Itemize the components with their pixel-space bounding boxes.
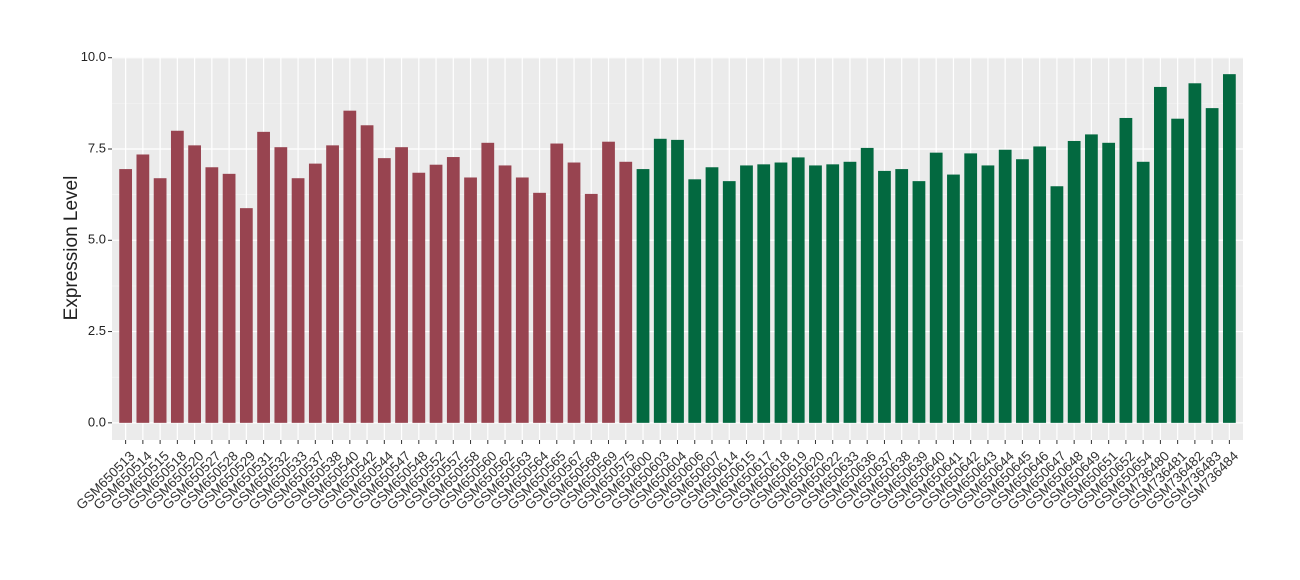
bar xyxy=(671,139,684,423)
bar xyxy=(1171,118,1185,423)
bar xyxy=(188,145,201,423)
bar xyxy=(533,192,546,423)
bar xyxy=(1188,83,1202,423)
bar xyxy=(843,161,857,423)
bar xyxy=(464,177,477,423)
bar xyxy=(1033,146,1047,423)
bar xyxy=(912,181,926,423)
bar xyxy=(550,143,564,423)
bar xyxy=(998,149,1012,423)
bar xyxy=(515,177,529,423)
bar xyxy=(1119,117,1133,423)
bar xyxy=(740,165,753,423)
bar xyxy=(1222,74,1236,423)
y-tick-label: 0.0 xyxy=(88,414,106,429)
bar xyxy=(1205,108,1219,423)
bar xyxy=(343,110,357,423)
bar xyxy=(274,147,288,423)
bar xyxy=(1067,140,1081,423)
bar xyxy=(636,169,650,423)
bar xyxy=(326,145,339,423)
bar xyxy=(722,181,736,423)
bar xyxy=(584,193,598,423)
bar xyxy=(1154,86,1167,423)
bar xyxy=(170,130,184,423)
bar xyxy=(619,161,633,423)
bar xyxy=(705,167,719,423)
bar xyxy=(446,157,460,423)
bar xyxy=(826,164,840,423)
bar xyxy=(291,178,305,423)
bar xyxy=(136,154,150,423)
bar xyxy=(119,169,133,423)
bar xyxy=(602,141,615,423)
bar xyxy=(153,178,167,423)
bar xyxy=(653,138,667,423)
bar xyxy=(481,142,495,423)
bar xyxy=(1136,161,1150,423)
bar xyxy=(498,165,512,423)
bar xyxy=(809,165,822,423)
bar xyxy=(774,162,788,423)
bar xyxy=(688,179,702,423)
bar xyxy=(257,131,270,423)
y-tick-label: 10.0 xyxy=(81,49,106,64)
bar xyxy=(895,169,909,423)
bar xyxy=(412,172,426,423)
bar xyxy=(222,173,236,423)
bar xyxy=(1050,186,1064,423)
bar xyxy=(757,164,771,423)
y-tick-label: 7.5 xyxy=(88,140,106,155)
bar xyxy=(878,170,891,423)
y-axis-title: Expression Level xyxy=(61,176,82,321)
bar xyxy=(929,152,943,423)
bar xyxy=(205,167,219,423)
bar xyxy=(239,208,253,423)
bar xyxy=(964,153,978,423)
bar xyxy=(1102,142,1116,423)
y-tick-label: 5.0 xyxy=(88,232,106,247)
bar xyxy=(1085,134,1098,423)
bar xyxy=(308,163,322,423)
bars xyxy=(119,74,1236,423)
y-tick-label: 2.5 xyxy=(88,323,106,338)
bar xyxy=(860,147,874,423)
bar xyxy=(377,158,391,423)
bar xyxy=(947,174,960,423)
bar xyxy=(791,157,805,423)
bar xyxy=(567,162,581,423)
bar xyxy=(981,165,995,423)
bar xyxy=(1016,159,1029,423)
bar xyxy=(429,164,443,423)
bar xyxy=(360,125,374,423)
bar xyxy=(395,147,408,423)
